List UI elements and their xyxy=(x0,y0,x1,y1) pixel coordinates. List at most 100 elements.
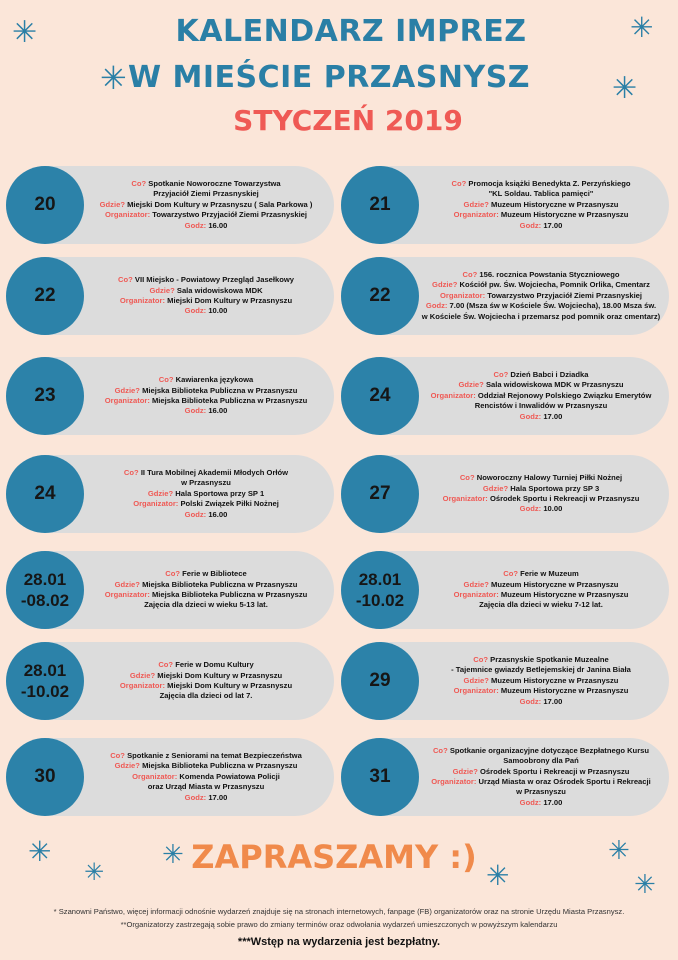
event-date: 24 xyxy=(34,483,56,505)
event-organizer-text: Oddział Rejonowy Polskiego Związku Emery… xyxy=(477,390,652,400)
event-organizer: Organizator: Miejski Dom Kultury w Przas… xyxy=(120,681,292,691)
label-godz: Godz: xyxy=(519,411,542,421)
event-organizer: Organizator: Oddział Rejonowy Polskiego … xyxy=(431,391,652,401)
event-what-text: Dzień Babci i Dziadka xyxy=(510,369,589,379)
event-date: 28.01 xyxy=(23,569,67,589)
label-godz: Godz: xyxy=(184,220,207,230)
event-time: Godz: 16.00 xyxy=(185,406,228,416)
snowflake-icon: ✳ xyxy=(486,859,510,892)
event-date: 22 xyxy=(369,285,391,307)
event-card: 22 Co? 156. rocznica Powstania Styczniowe… xyxy=(341,257,669,335)
event-card: 28.01 -08.02 Co? Ferie w Bibliotece Gdzie? … xyxy=(6,551,334,629)
label-organizator: Organizator: xyxy=(119,296,166,305)
label-co: Co? xyxy=(451,178,467,188)
label-godz: Godz: xyxy=(519,504,542,514)
event-organizer-text: Miejska Biblioteka Publiczna w Przasnysz… xyxy=(151,396,308,405)
event-details: Co? 156. rocznica Powstania Styczniowego… xyxy=(419,257,663,335)
event-where: Gdzie? Sala widowiskowa MDK xyxy=(149,286,262,296)
event-time: Godz: 17.00 xyxy=(520,798,563,808)
event-what-cont: Samoobrony dla Pań xyxy=(503,756,579,766)
event-what: Co? Spotkanie Noworoczne Towarzystwa xyxy=(131,179,280,189)
label-gdzie: Gdzie? xyxy=(99,199,125,209)
snowflake-icon: ✳ xyxy=(608,836,630,866)
label-gdzie: Gdzie? xyxy=(129,670,156,680)
label-organizator: Organizator: xyxy=(442,494,488,503)
event-where-text: Miejska Biblioteka Publiczna w Przasnysz… xyxy=(142,579,298,589)
label-godz: Godz: xyxy=(519,696,542,706)
label-gdzie: Gdzie? xyxy=(482,483,509,493)
label-co: Co? xyxy=(118,275,133,285)
label-gdzie: Gdzie? xyxy=(463,579,489,589)
event-date: 31 xyxy=(369,766,391,788)
event-time-text: 16.00 xyxy=(208,220,228,230)
snowflake-icon: ✳ xyxy=(100,59,127,97)
event-date: 24 xyxy=(369,385,391,407)
label-organizator: Organizator: xyxy=(104,590,150,599)
event-what-text: Ferie w Muzeum xyxy=(520,569,579,579)
label-organizator: Organizator: xyxy=(453,590,499,599)
event-what-cont: Przyjaciół Ziemi Przasnyskiej xyxy=(153,189,259,199)
event-what-cont: "KL Soldau. Tablica pamięci" xyxy=(488,189,594,199)
label-gdzie: Gdzie? xyxy=(452,766,478,776)
label-godz: Godz: xyxy=(184,406,207,416)
snowflake-icon: ✳ xyxy=(630,11,654,44)
event-where: Gdzie? Miejski Dom Kultury w Przasnyszu xyxy=(130,671,282,681)
event-card: 20 Co? Spotkanie Noworoczne Towarzystwa Pr… xyxy=(6,166,334,244)
event-details: Co? Spotkanie z Seniorami na temat Bezpi… xyxy=(84,738,328,816)
event-time-text: 10.00 xyxy=(208,306,228,316)
label-gdzie: Gdzie? xyxy=(458,380,484,390)
event-card: 28.01 -10.02 Co? Ferie w Muzeum Gdzie? Muze… xyxy=(341,551,669,629)
event-where-text: Sala widowiskowa MDK xyxy=(176,285,263,295)
event-card: 27 Co? Noworoczny Halowy Turniej Piłki No… xyxy=(341,455,669,533)
label-co: Co? xyxy=(123,467,139,477)
event-what: Co? Spotkanie z Seniorami na temat Bezpi… xyxy=(110,751,302,761)
event-card: 29 Co? Przasnyskie Spotkanie Muzealne - Ta… xyxy=(341,642,669,720)
event-card: 30 Co? Spotkanie z Seniorami na temat Bez… xyxy=(6,738,334,816)
event-what: Co? Ferie w Muzeum xyxy=(503,569,579,579)
snowflake-icon: ✳ xyxy=(612,71,638,106)
event-organizer-text: Urząd Miasta w oraz Ośrodek Sportu i Rek… xyxy=(478,777,651,786)
event-organizer: Organizator: Towarzystwo Przyjaciół Ziem… xyxy=(105,210,307,220)
label-gdzie: Gdzie? xyxy=(114,385,140,395)
event-time-cont: w Kościele Św. Wojciecha i przemarsz pod… xyxy=(421,311,661,321)
label-organizator: Organizator: xyxy=(453,210,499,220)
label-organizator: Organizator: xyxy=(439,290,486,300)
event-time: Godz: 17.00 xyxy=(520,697,563,707)
event-what: Co? Ferie w Bibliotece xyxy=(165,569,246,579)
event-what-text: 156. rocznica Powstania Styczniowego xyxy=(479,269,620,279)
label-co: Co? xyxy=(110,750,125,760)
event-details: Co? Promocja książki Benedykta Z. Perzyń… xyxy=(419,166,663,244)
event-organizer-text: Ośrodek Sportu i Rekreacji w Przasnyszu xyxy=(489,494,640,503)
event-organizer-text: Muzeum Historyczne w Przasnyszu xyxy=(500,210,629,220)
event-organizer-text: Miejski Dom Kultury w Przasnyszu xyxy=(167,296,293,305)
event-organizer-text: Miejski Dom Kultury w Przasnyszu xyxy=(167,681,293,690)
event-extra: Zajęcia dla dzieci od lat 7. xyxy=(159,691,253,701)
label-organizator: Organizator: xyxy=(104,396,150,405)
event-what: Co? Ferie w Domu Kultury xyxy=(158,660,253,670)
event-date-badge: 28.01 -10.02 xyxy=(341,551,419,629)
event-where-text: Hala Sportowa przy SP 1 xyxy=(175,488,265,498)
label-godz: Godz: xyxy=(425,301,448,311)
label-gdzie: Gdzie? xyxy=(463,199,489,209)
event-organizer-cont: w Przasnyszu xyxy=(516,787,566,797)
invitation-text: ZAPRASZAMY :) xyxy=(191,838,477,876)
free-entry-note: ***Wstęp na wydarzenia jest bezpłatny. xyxy=(237,936,441,948)
event-organizer: Organizator: Muzeum Historyczne w Przasn… xyxy=(454,686,629,696)
event-details: Co? Przasnyskie Spotkanie Muzealne - Taje… xyxy=(419,642,663,720)
event-where-text: Miejska Biblioteka Publiczna w Przasnysz… xyxy=(142,761,298,771)
event-organizer-cont: oraz Urząd Miasta w Przasnyszu xyxy=(147,782,265,792)
label-organizator: Organizator: xyxy=(119,681,166,690)
event-organizer: Organizator: Ośrodek Sportu i Rekreacji … xyxy=(443,494,640,504)
event-time-text: 17.00 xyxy=(208,792,228,802)
event-where: Gdzie? Muzeum Historyczne w Przasnyszu xyxy=(464,676,619,686)
event-organizer-text: Muzeum Historyczne w Przasnyszu xyxy=(500,590,629,599)
label-organizator: Organizator: xyxy=(104,210,151,220)
event-where: Gdzie? Hala Sportowa przy SP 3 xyxy=(483,484,599,494)
event-what-cont: - Tajemnice gwiazdy Betlejemskiej dr Jan… xyxy=(451,665,631,675)
event-organizer: Organizator: Urząd Miasta w oraz Ośrodek… xyxy=(431,777,650,787)
event-where-text: Hala Sportowa przy SP 3 xyxy=(510,483,600,493)
label-godz: Godz: xyxy=(519,220,542,230)
event-where: Gdzie? Miejski Dom Kultury w Przasnyszu … xyxy=(100,200,313,210)
event-time-text: 16.00 xyxy=(208,406,228,416)
event-organizer: Organizator: Miejski Dom Kultury w Przas… xyxy=(120,296,292,306)
